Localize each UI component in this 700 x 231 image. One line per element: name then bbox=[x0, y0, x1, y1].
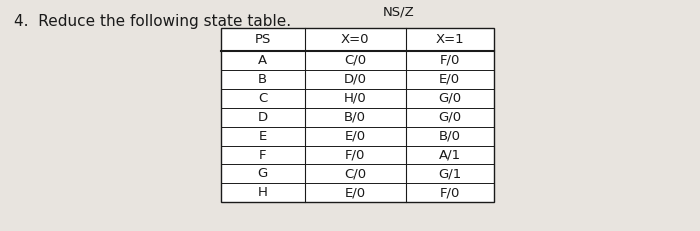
Text: B/0: B/0 bbox=[344, 111, 366, 124]
Text: G/0: G/0 bbox=[438, 92, 461, 105]
Text: A: A bbox=[258, 54, 267, 67]
Text: F/0: F/0 bbox=[440, 54, 460, 67]
Text: F: F bbox=[259, 149, 266, 161]
Text: C/0: C/0 bbox=[344, 167, 366, 180]
Text: E/0: E/0 bbox=[439, 73, 461, 86]
Text: H/0: H/0 bbox=[344, 92, 367, 105]
Text: F/0: F/0 bbox=[440, 186, 460, 199]
Text: D: D bbox=[258, 111, 267, 124]
Text: PS: PS bbox=[254, 33, 271, 46]
Text: B/0: B/0 bbox=[439, 130, 461, 143]
Text: NS/Z: NS/Z bbox=[383, 6, 415, 18]
Text: D/0: D/0 bbox=[344, 73, 367, 86]
Text: E/0: E/0 bbox=[344, 186, 366, 199]
Text: X=1: X=1 bbox=[435, 33, 464, 46]
Bar bbox=[220, 28, 493, 202]
Text: A/1: A/1 bbox=[439, 149, 461, 161]
Text: B: B bbox=[258, 73, 267, 86]
Text: X=0: X=0 bbox=[341, 33, 370, 46]
Text: G/1: G/1 bbox=[438, 167, 461, 180]
Text: G/0: G/0 bbox=[438, 111, 461, 124]
Text: H: H bbox=[258, 186, 267, 199]
Text: C/0: C/0 bbox=[344, 54, 366, 67]
Text: E: E bbox=[258, 130, 267, 143]
Text: F/0: F/0 bbox=[345, 149, 365, 161]
Text: C: C bbox=[258, 92, 267, 105]
Text: G: G bbox=[258, 167, 267, 180]
Text: 4.  Reduce the following state table.: 4. Reduce the following state table. bbox=[14, 14, 291, 29]
Text: E/0: E/0 bbox=[344, 130, 366, 143]
